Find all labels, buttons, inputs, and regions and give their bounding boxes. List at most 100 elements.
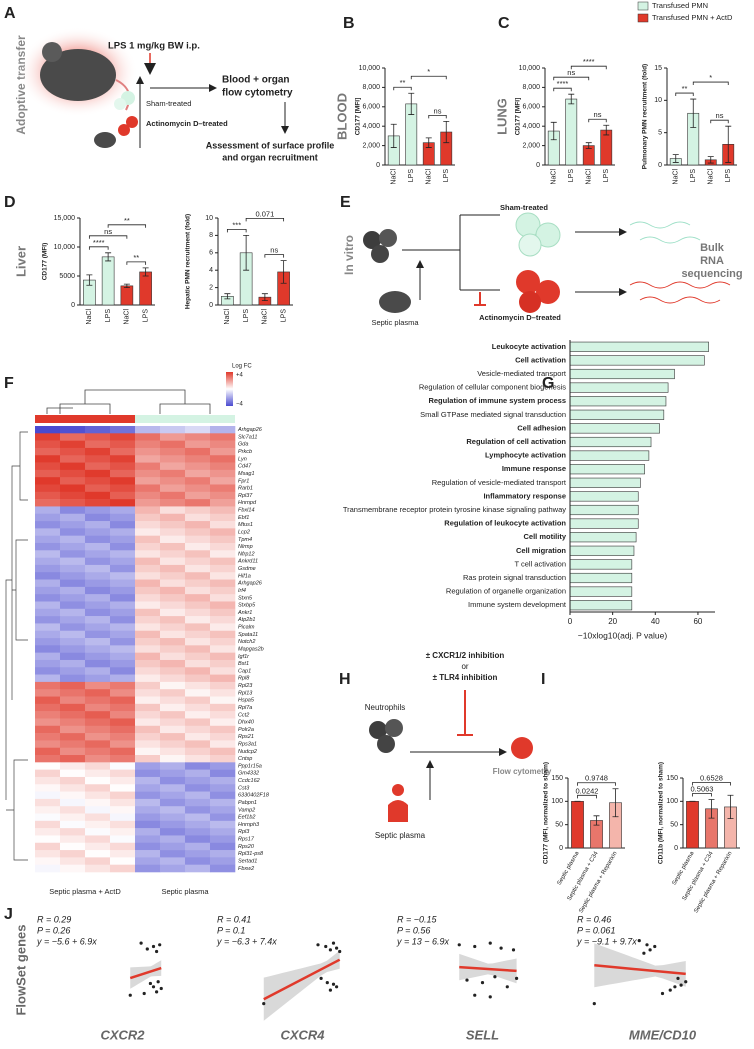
heatmap-cell	[160, 813, 186, 822]
y-tick-label: 100	[666, 798, 678, 805]
gene-label: Pabpn1	[238, 800, 257, 806]
heatmap-cell	[85, 820, 111, 829]
heatmap-cell	[110, 711, 136, 719]
y-tick-label: 50	[555, 822, 563, 829]
fit-line	[263, 958, 341, 1001]
heatmap-cell	[35, 725, 61, 734]
x-tick-label: LPS	[443, 169, 450, 183]
bracket	[710, 119, 729, 124]
point	[668, 988, 672, 992]
heatmap-cell	[60, 550, 86, 558]
point	[155, 949, 159, 954]
heatmap-cell	[135, 638, 161, 646]
y-tick-label: Regulation of organelle organization	[446, 587, 566, 596]
heatmap-cell	[60, 835, 86, 844]
stat-label: y = −6.3 + 7.4x	[216, 936, 277, 946]
heatmap-cell	[60, 689, 86, 697]
y-axis-label: CD177 [MFI]	[515, 98, 522, 136]
heatmap-cell	[135, 813, 161, 822]
label: ± TLR4 inhibition	[433, 673, 498, 682]
gene-label: Tpm4	[238, 537, 252, 543]
heatmap-cell	[85, 857, 111, 865]
heatmap-cell	[85, 455, 111, 463]
error-bar	[425, 137, 432, 148]
heatmap-cell	[110, 638, 136, 646]
y-tick-label: Leukocyte activation	[492, 342, 567, 351]
error-bar	[390, 123, 397, 148]
heatmap-cell	[85, 608, 111, 617]
heatmap-cell	[35, 469, 61, 478]
gene-label: Igf1r	[238, 654, 250, 660]
y-tick-label: 0	[71, 302, 75, 309]
gene-label: Arhgap26	[237, 581, 263, 587]
label: ± CXCR1/2 inhibition	[426, 651, 505, 660]
heatmap-cell	[110, 535, 136, 544]
cell	[516, 270, 540, 294]
heatmap-cell	[185, 842, 211, 851]
bracket	[88, 246, 109, 250]
heatmap-cell	[35, 623, 61, 632]
heatmap-cell	[160, 798, 186, 807]
gene-label: Bst1	[238, 661, 249, 667]
heatmap-cell	[210, 484, 236, 493]
gene-label: Atp2b1	[237, 617, 255, 623]
heatmap-cell	[185, 616, 211, 624]
heatmap-cell	[210, 557, 236, 566]
heatmap-cell	[110, 447, 136, 456]
stat-label: P = 0.26	[37, 925, 70, 935]
heatmap-cell	[60, 586, 86, 595]
error-bar	[727, 794, 734, 819]
heatmap-cell	[110, 828, 136, 836]
gene-label: Fbxl14	[238, 508, 255, 514]
y-axis-label: FlowSet genes	[13, 924, 28, 1015]
heatmap-cell	[60, 513, 86, 522]
heatmap-cell	[135, 864, 161, 873]
gene-label: Rpl8	[238, 676, 250, 682]
heatmap-cell	[160, 586, 186, 595]
label: or	[461, 662, 468, 671]
heatmap-cell	[210, 776, 236, 785]
heatmap-cell	[35, 681, 61, 690]
heatmap-cell	[60, 769, 86, 778]
label: Bulk	[700, 242, 725, 254]
point	[488, 941, 492, 945]
heatmap-cell	[35, 638, 61, 646]
heatmap-cell	[60, 784, 86, 792]
y-tick-label: Vesicle-mediated transport	[477, 369, 567, 378]
heatmap-cell	[160, 835, 186, 844]
inhibitor	[474, 292, 486, 306]
heatmap-cell	[135, 528, 161, 536]
heatmap-cell	[210, 477, 236, 485]
dendrogram	[46, 389, 211, 414]
stat-label: P = 0.061	[577, 925, 615, 935]
heatmap-cell	[35, 528, 61, 536]
stat-label: R = 0.29	[37, 914, 71, 924]
connector	[402, 214, 500, 291]
heatmap-cell	[210, 572, 236, 580]
error-bar	[707, 156, 714, 164]
heatmap-cell	[135, 769, 161, 778]
heatmap-cell	[35, 455, 61, 463]
heatmap-cell	[85, 864, 111, 873]
point	[155, 990, 159, 994]
panel-label: A	[4, 5, 16, 22]
heatmap-cell	[135, 820, 161, 829]
y-tick-label: Immune response	[502, 464, 566, 473]
heatmap-cell	[35, 550, 61, 558]
heatmap-cell	[210, 828, 236, 836]
heatmap-cell	[85, 645, 111, 653]
cell	[385, 719, 403, 737]
point	[637, 939, 641, 943]
point	[331, 941, 336, 945]
mouse	[94, 132, 116, 148]
y-tick-label: 8,000	[522, 84, 540, 91]
heatmap-cell	[60, 433, 86, 441]
heatmap-cell	[85, 718, 111, 727]
bracket	[410, 75, 447, 80]
y-tick-label: 6,000	[362, 104, 380, 111]
heatmap-cell	[85, 484, 111, 493]
heatmap-cell	[210, 813, 236, 822]
heatmap-cell	[35, 564, 61, 573]
heatmap-cell	[135, 572, 161, 580]
heatmap-cell	[135, 623, 161, 632]
